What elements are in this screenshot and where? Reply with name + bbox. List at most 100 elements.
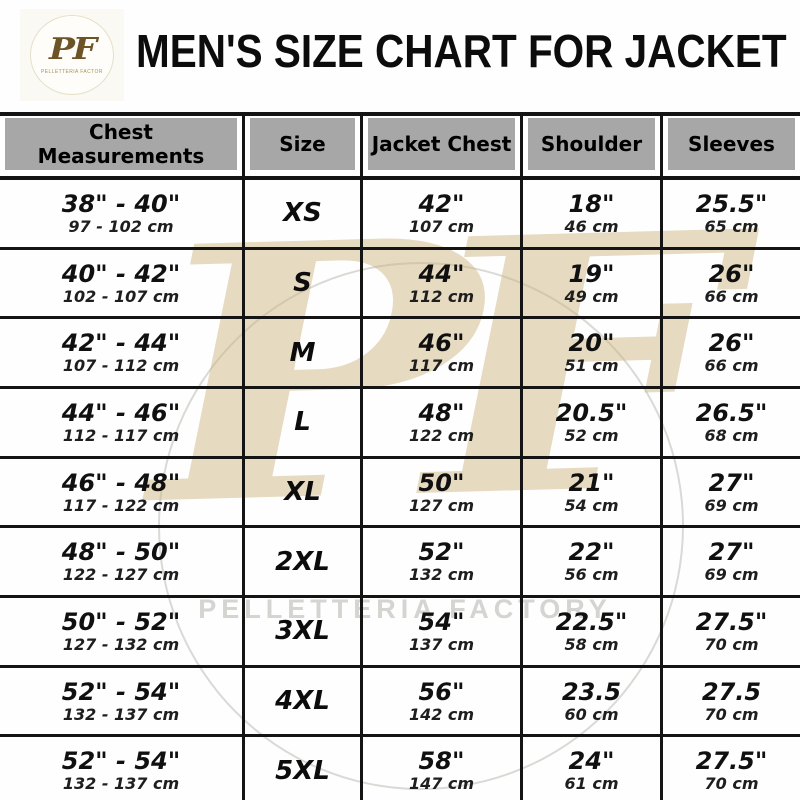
table-row-xl: 46" - 48" 117 - 122 cm XL 50" 127 cm 21" 54 cm…: [0, 455, 800, 526]
cell-shoulder: 24" 61 cm: [520, 737, 660, 800]
value-inches: 27": [708, 538, 755, 567]
value-cm: 107 cm: [408, 216, 475, 236]
column-header-0: Chest Measurements: [0, 116, 242, 176]
size-table: Chest Measurements Size Jacket Chest Should…: [0, 112, 800, 800]
value-cm: 66 cm: [704, 356, 759, 376]
cell-jacket-chest: 48" 122 cm: [360, 389, 520, 456]
value-inches: 23.5: [561, 677, 622, 706]
value-cm: 66 cm: [704, 286, 759, 306]
value-cm: 70 cm: [704, 774, 759, 794]
value-cm: 65 cm: [704, 216, 759, 236]
value-cm: 142 cm: [408, 704, 475, 724]
cell-chest: 46" - 48" 117 - 122 cm: [0, 459, 242, 526]
value-cm: 49 cm: [564, 286, 619, 306]
value-inches: 26": [708, 329, 755, 358]
brand-subtext: PELLETTERIA FACTORY: [41, 69, 103, 75]
cell-shoulder: 23.5 60 cm: [520, 667, 660, 735]
column-header-4: Sleeves: [660, 116, 800, 176]
value-inches: 52": [418, 538, 465, 567]
cell-sleeves: 27.5" 70 cm: [660, 598, 800, 665]
value-inches: 27": [708, 468, 755, 497]
value-cm: 127 - 132 cm: [62, 634, 180, 654]
value-cm: 132 - 137 cm: [62, 774, 180, 794]
cell-jacket-chest: 54" 137 cm: [360, 598, 520, 665]
value-cm: 70 cm: [704, 704, 759, 724]
column-header-label: Size: [250, 118, 355, 170]
value-cm: 60 cm: [564, 704, 619, 724]
cell-chest: 38" - 40" 97 - 102 cm: [0, 180, 242, 247]
size-label: S: [293, 268, 312, 298]
value-inches: 20.5": [555, 398, 628, 427]
value-cm: 61 cm: [564, 774, 619, 794]
column-header-1: Size: [242, 116, 360, 176]
table-row-5xl: 52" - 54" 132 - 137 cm 5XL 58" 147 cm 24" 61 c…: [0, 734, 800, 800]
cell-size: XL: [242, 458, 360, 526]
table-row-m: 42" - 44" 107 - 112 cm M 46" 117 cm 20" 51 cm 2…: [0, 316, 800, 387]
value-inches: 50" - 52": [61, 607, 181, 636]
value-inches: 48" - 50": [61, 538, 181, 567]
value-cm: 122 - 127 cm: [62, 565, 180, 585]
value-cm: 102 - 107 cm: [62, 286, 180, 306]
value-cm: 52 cm: [564, 425, 619, 445]
cell-sleeves: 27" 69 cm: [660, 528, 800, 596]
value-inches: 46" - 48": [61, 468, 181, 497]
table-row-l: 44" - 46" 112 - 117 cm L 48" 122 cm 20.5" 52 c…: [0, 386, 800, 456]
cell-sleeves: 27.5" 70 cm: [660, 737, 800, 800]
value-inches: 38" - 40": [61, 189, 181, 218]
size-label: 2XL: [275, 546, 330, 577]
value-inches: 58": [418, 747, 465, 776]
value-inches: 22": [568, 538, 615, 567]
column-header-2: Jacket Chest: [360, 116, 520, 176]
value-cm: 112 - 117 cm: [62, 425, 180, 445]
table-row-4xl: 52" - 54" 132 - 137 cm 4XL 56" 142 cm 23.5 60 …: [0, 664, 800, 735]
cell-chest: 42" - 44" 107 - 112 cm: [0, 319, 242, 386]
value-cm: 54 cm: [564, 495, 619, 515]
value-inches: 27.5: [701, 677, 762, 706]
size-label: XS: [283, 198, 322, 229]
cell-size: 2XL: [242, 528, 360, 596]
size-label: L: [294, 407, 311, 438]
value-cm: 69 cm: [704, 495, 759, 515]
brand-logo-circle: PF PELLETTERIA FACTORY: [30, 15, 114, 95]
cell-chest: 50" - 52" 127 - 132 cm: [0, 598, 242, 665]
cell-shoulder: 22.5" 58 cm: [520, 598, 660, 665]
value-inches: 19": [568, 259, 615, 288]
value-inches: 22.5": [555, 607, 628, 636]
value-cm: 132 - 137 cm: [62, 704, 180, 724]
value-cm: 56 cm: [564, 565, 619, 585]
cell-sleeves: 27" 69 cm: [660, 458, 800, 526]
table-row-xs: 38" - 40" 97 - 102 cm XS 42" 107 cm 18" 46 cm 2…: [0, 180, 800, 247]
value-inches: 27.5": [695, 607, 768, 636]
cell-shoulder: 18" 46 cm: [520, 180, 660, 247]
value-inches: 21": [568, 468, 615, 497]
page-title: MEN'S SIZE CHART FOR JACKET: [136, 25, 787, 77]
size-label: XL: [284, 477, 321, 508]
value-cm: 147 cm: [408, 774, 475, 794]
size-label: M: [289, 337, 316, 368]
cell-jacket-chest: 56" 142 cm: [360, 667, 520, 735]
value-inches: 18": [568, 189, 615, 218]
value-inches: 52" - 54": [61, 677, 181, 706]
value-inches: 44" - 46": [61, 398, 181, 427]
value-inches: 46": [418, 329, 465, 358]
cell-size: XS: [242, 180, 360, 247]
cell-size: 4XL: [242, 667, 360, 735]
table-row-s: 40" - 42" 102 - 107 cm S 44" 112 cm 19" 49 cm 2…: [0, 246, 800, 317]
cell-sleeves: 26.5" 68 cm: [660, 389, 800, 456]
column-header-label: Sleeves: [668, 118, 795, 170]
column-header-3: Shoulder: [520, 116, 660, 176]
cell-size: M: [242, 319, 360, 387]
value-inches: 25.5": [695, 189, 768, 218]
cell-chest: 44" - 46" 112 - 117 cm: [0, 389, 242, 456]
value-inches: 26.5": [695, 398, 768, 427]
cell-shoulder: 22" 56 cm: [520, 528, 660, 596]
cell-shoulder: 20" 51 cm: [520, 319, 660, 387]
value-cm: 117 cm: [408, 356, 475, 376]
cell-sleeves: 27.5 70 cm: [660, 667, 800, 735]
table-row-3xl: 50" - 52" 127 - 132 cm 3XL 54" 137 cm 22.5" 58…: [0, 595, 800, 665]
column-header-label: Jacket Chest: [368, 118, 515, 170]
value-cm: 127 cm: [408, 495, 475, 515]
value-inches: 40" - 42": [61, 259, 181, 288]
cell-chest: 40" - 42" 102 - 107 cm: [0, 250, 242, 317]
